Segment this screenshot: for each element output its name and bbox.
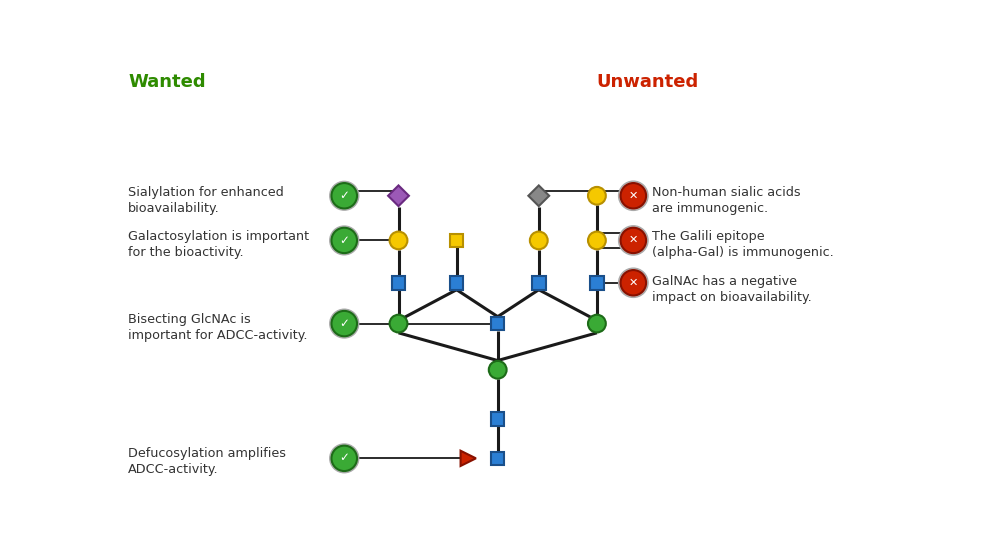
Circle shape <box>620 270 646 295</box>
Text: ✕: ✕ <box>628 235 637 245</box>
Circle shape <box>329 444 358 473</box>
Text: Unwanted: Unwanted <box>596 73 698 91</box>
Circle shape <box>620 183 646 208</box>
Circle shape <box>618 226 648 255</box>
Text: ✕: ✕ <box>628 277 637 287</box>
Circle shape <box>331 183 357 208</box>
Polygon shape <box>387 185 408 206</box>
Text: ✓: ✓ <box>339 189 349 202</box>
Circle shape <box>488 361 506 379</box>
FancyBboxPatch shape <box>391 276 405 289</box>
FancyBboxPatch shape <box>490 452 504 465</box>
Circle shape <box>331 311 357 336</box>
Text: ✕: ✕ <box>628 190 637 200</box>
Circle shape <box>620 228 646 253</box>
FancyBboxPatch shape <box>490 412 504 426</box>
Text: ✓: ✓ <box>339 234 349 247</box>
Circle shape <box>331 446 357 471</box>
Text: ✓: ✓ <box>339 451 349 464</box>
Text: Bisecting GlcNAc is
important for ADCC-activity.: Bisecting GlcNAc is important for ADCC-a… <box>128 313 308 342</box>
Text: Defucosylation amplifies
ADCC-activity.: Defucosylation amplifies ADCC-activity. <box>128 447 286 476</box>
FancyBboxPatch shape <box>590 276 603 289</box>
Polygon shape <box>528 185 548 206</box>
Circle shape <box>329 309 358 338</box>
Circle shape <box>588 231 605 249</box>
Circle shape <box>389 315 407 333</box>
Polygon shape <box>460 451 475 466</box>
FancyBboxPatch shape <box>450 234 462 247</box>
Text: ✓: ✓ <box>339 317 349 330</box>
Circle shape <box>329 226 358 255</box>
Text: Non-human sialic acids
are immunogenic.: Non-human sialic acids are immunogenic. <box>652 186 800 215</box>
FancyBboxPatch shape <box>490 317 504 330</box>
Circle shape <box>389 231 407 249</box>
Text: Galactosylation is important
for the bioactivity.: Galactosylation is important for the bio… <box>128 230 309 259</box>
Circle shape <box>618 268 648 298</box>
Text: Sialylation for enhanced
bioavailability.: Sialylation for enhanced bioavailability… <box>128 186 284 215</box>
Text: GalNAc has a negative
impact on bioavailability.: GalNAc has a negative impact on bioavail… <box>652 275 810 304</box>
Circle shape <box>331 228 357 253</box>
Circle shape <box>529 231 547 249</box>
Circle shape <box>588 315 605 333</box>
Text: Wanted: Wanted <box>128 73 205 91</box>
FancyBboxPatch shape <box>531 276 545 289</box>
Circle shape <box>618 181 648 211</box>
Text: The Galili epitope
(alpha-Gal) is immunogenic.: The Galili epitope (alpha-Gal) is immuno… <box>652 230 833 259</box>
FancyBboxPatch shape <box>450 276 463 289</box>
Circle shape <box>329 182 358 210</box>
Circle shape <box>588 187 605 205</box>
